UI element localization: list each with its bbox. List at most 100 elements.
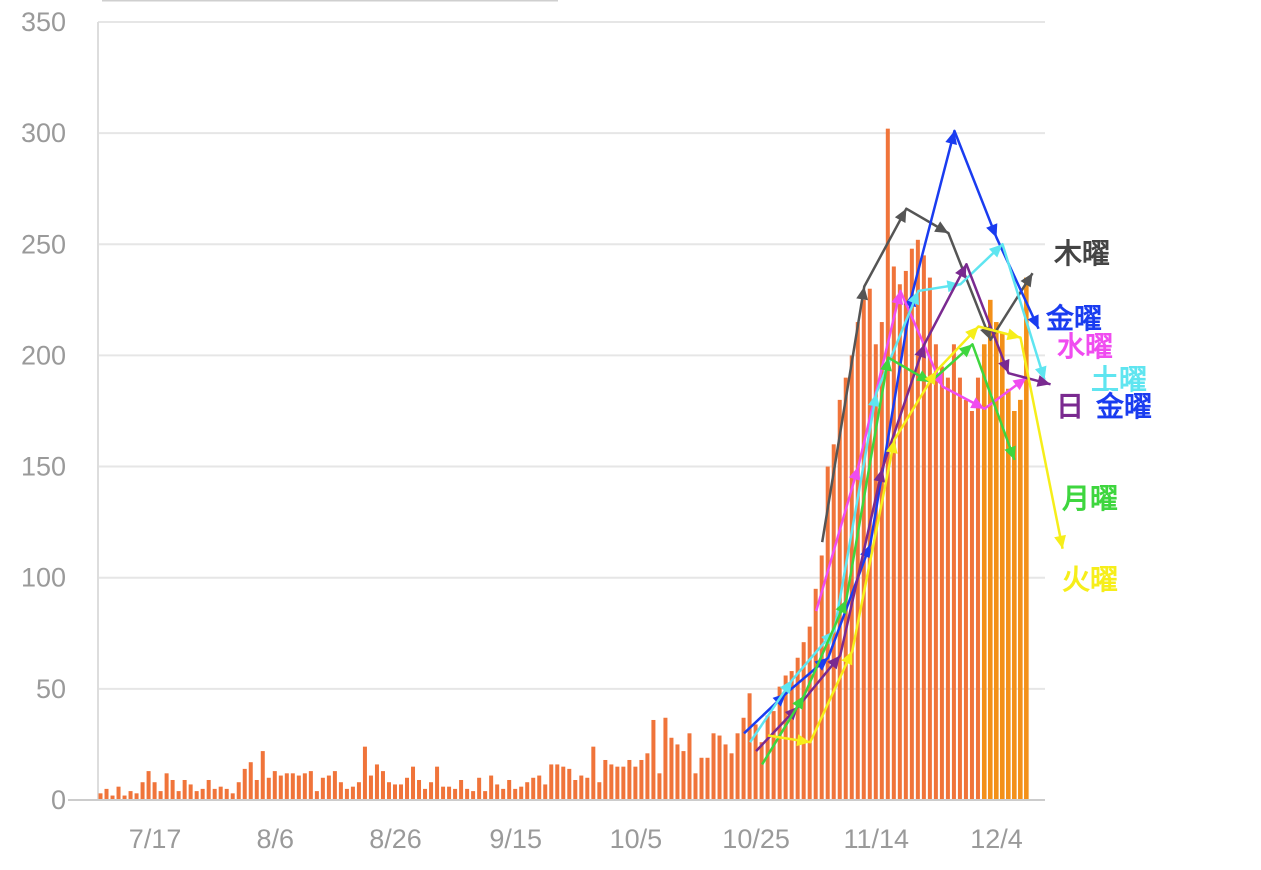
line-arrowhead (873, 468, 886, 483)
daily-bar (585, 777, 590, 800)
daily-bar (483, 791, 488, 800)
daily-bar (951, 344, 956, 800)
line-arrowhead (848, 466, 861, 481)
gridlines (98, 20, 1045, 690)
daily-bar (549, 764, 554, 800)
daily-bar (681, 751, 686, 800)
daily-bar (429, 782, 434, 800)
line-arrowhead (970, 397, 985, 409)
daily-bar (206, 779, 211, 800)
daily-bar (278, 775, 283, 800)
line-arrowhead (894, 208, 907, 223)
daily-bar (254, 779, 259, 800)
daily-bar (405, 777, 410, 800)
line-arrowhead (835, 599, 847, 615)
daily-bar (981, 344, 987, 800)
line-arrowhead (958, 344, 973, 358)
weekday-label: 火曜 (1062, 563, 1118, 596)
daily-bar (146, 771, 151, 800)
daily-bar (326, 775, 331, 800)
daily-bar (266, 777, 271, 800)
daily-bar (519, 786, 524, 800)
line-arrowhead (988, 244, 1003, 258)
daily-bar (855, 322, 860, 800)
daily-bar (320, 777, 325, 800)
y-tick-label: 300 (21, 118, 66, 148)
daily-bar (224, 788, 229, 800)
daily-bar (555, 764, 560, 800)
daily-bar (399, 784, 403, 800)
daily-bar (284, 773, 289, 800)
line-arrowhead (1020, 273, 1033, 288)
daily-bar (945, 377, 950, 800)
weekday-line (755, 263, 1051, 752)
line-arrowhead (814, 657, 829, 671)
daily-bar (597, 782, 602, 800)
x-axis-tick-labels: 7/17 8/6 8/26 9/15 10/5 10/25 11/14 12/4 (129, 824, 1023, 854)
daily-bar (356, 782, 361, 800)
daily-bar (194, 791, 199, 800)
line-arrowhead (986, 223, 998, 238)
y-tick-label: 250 (21, 229, 66, 259)
daily-bar (423, 788, 428, 800)
daily-bar (477, 777, 482, 800)
x-tick-label: 8/26 (369, 824, 422, 854)
daily-bar (669, 737, 674, 800)
daily-bar (789, 671, 794, 800)
line-arrowhead (827, 655, 841, 670)
daily-bar (176, 791, 181, 800)
weekday-line (820, 207, 1034, 543)
daily-bar (885, 128, 890, 801)
daily-bar (332, 771, 337, 800)
daily-bar (296, 775, 301, 800)
daily-bar (621, 766, 626, 800)
daily-bar (711, 733, 716, 800)
daily-bar (759, 742, 764, 800)
line-arrowhead (856, 286, 869, 301)
daily-bar (663, 717, 668, 800)
daily-bar (110, 795, 115, 800)
x-tick-label: 9/15 (489, 824, 542, 854)
daily-bar (825, 466, 830, 800)
daily-bar (729, 753, 734, 800)
daily-bar (308, 771, 313, 800)
line-arrowhead (1012, 377, 1027, 391)
daily-bar (927, 277, 932, 801)
daily-bar (735, 733, 740, 800)
daily-bar (170, 779, 175, 800)
daily-bar (200, 788, 205, 800)
daily-bar (879, 322, 884, 800)
daily-bar (993, 322, 999, 800)
daily-bar (441, 786, 446, 800)
line-arrowhead (1027, 314, 1039, 329)
daily-bar (645, 753, 650, 800)
line-arrowhead (1004, 445, 1016, 460)
weekday-label: 金曜 (1045, 302, 1102, 335)
line-arrowhead (955, 264, 967, 279)
y-tick-label: 350 (21, 7, 66, 37)
daily-bar (435, 766, 440, 800)
line-arrowhead (945, 130, 957, 145)
daily-bar (741, 717, 746, 800)
daily-bar (705, 757, 710, 800)
daily-bar (699, 757, 704, 800)
daily-bar (152, 782, 157, 800)
x-tick-label: 11/14 (844, 824, 910, 854)
line-arrowhead (907, 290, 919, 306)
daily-bar (392, 784, 397, 800)
daily-bar (338, 782, 343, 800)
daily-bar (693, 773, 698, 800)
daily-bar (915, 239, 920, 800)
daily-bar (513, 788, 518, 800)
weekday-label: 月曜 (1061, 482, 1118, 515)
daily-bar (98, 793, 103, 800)
daily-bar (639, 759, 644, 800)
daily-bar (657, 773, 662, 800)
daily-bar (507, 779, 512, 800)
daily-bar (717, 735, 722, 800)
daily-bar (651, 719, 656, 800)
daily-bar (495, 784, 500, 800)
daily-bar (386, 782, 391, 800)
daily-bar (627, 759, 632, 800)
